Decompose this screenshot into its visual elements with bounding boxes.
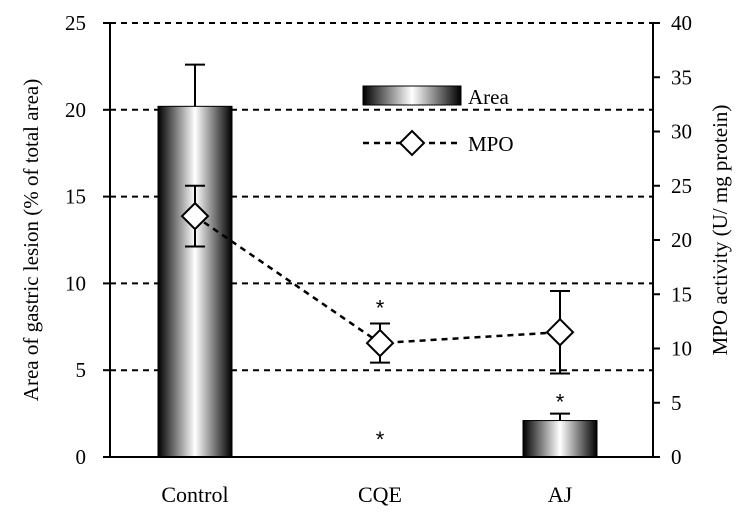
category-label: Control — [161, 482, 228, 507]
left-tick-label: 20 — [65, 98, 86, 122]
right-tick-label: 20 — [671, 228, 692, 252]
legend-area-label: Area — [468, 85, 509, 109]
mpo-point — [180, 201, 210, 231]
mpo-point — [365, 328, 395, 358]
axes — [103, 22, 660, 458]
left-tick-label: 5 — [76, 358, 87, 382]
left-tick-label: 0 — [76, 445, 87, 469]
left-tick-label: 10 — [65, 271, 86, 295]
significance-marker: * — [556, 390, 565, 415]
left-tick-label: 25 — [65, 11, 86, 35]
right-tick-label: 5 — [671, 391, 682, 415]
right-tick-label: 30 — [671, 120, 692, 144]
right-tick-label: 15 — [671, 282, 692, 306]
bar-control — [157, 105, 233, 458]
legend-mpo-marker — [398, 129, 426, 157]
right-tick-label: 40 — [671, 11, 692, 35]
legend: Area MPO — [362, 85, 514, 157]
right-axis-title: MPO activity (U/ mg protein) — [708, 105, 732, 356]
category-label: AJ — [548, 482, 573, 507]
bar-aj — [522, 420, 598, 458]
mpo-series — [180, 184, 575, 375]
legend-mpo-label: MPO — [468, 132, 514, 156]
significance-marker: * — [376, 296, 385, 321]
right-tick-label: 35 — [671, 65, 692, 89]
left-tick-label: 15 — [65, 185, 86, 209]
left-axis-title: Area of gastric lesion (% of total area) — [19, 79, 43, 401]
category-label: CQE — [358, 482, 402, 507]
right-tick-label: 25 — [671, 174, 692, 198]
right-tick-label: 10 — [671, 337, 692, 361]
mpo-point — [545, 317, 575, 347]
bars-area — [157, 63, 598, 458]
significance-marker: * — [376, 427, 385, 452]
legend-area-swatch — [362, 85, 462, 106]
right-tick-label: 0 — [671, 445, 682, 469]
labels: * * 0 5 10 15 20 25 0 5 10 15 20 25 30 35 40 Control CQE AJ… — [19, 11, 732, 507]
